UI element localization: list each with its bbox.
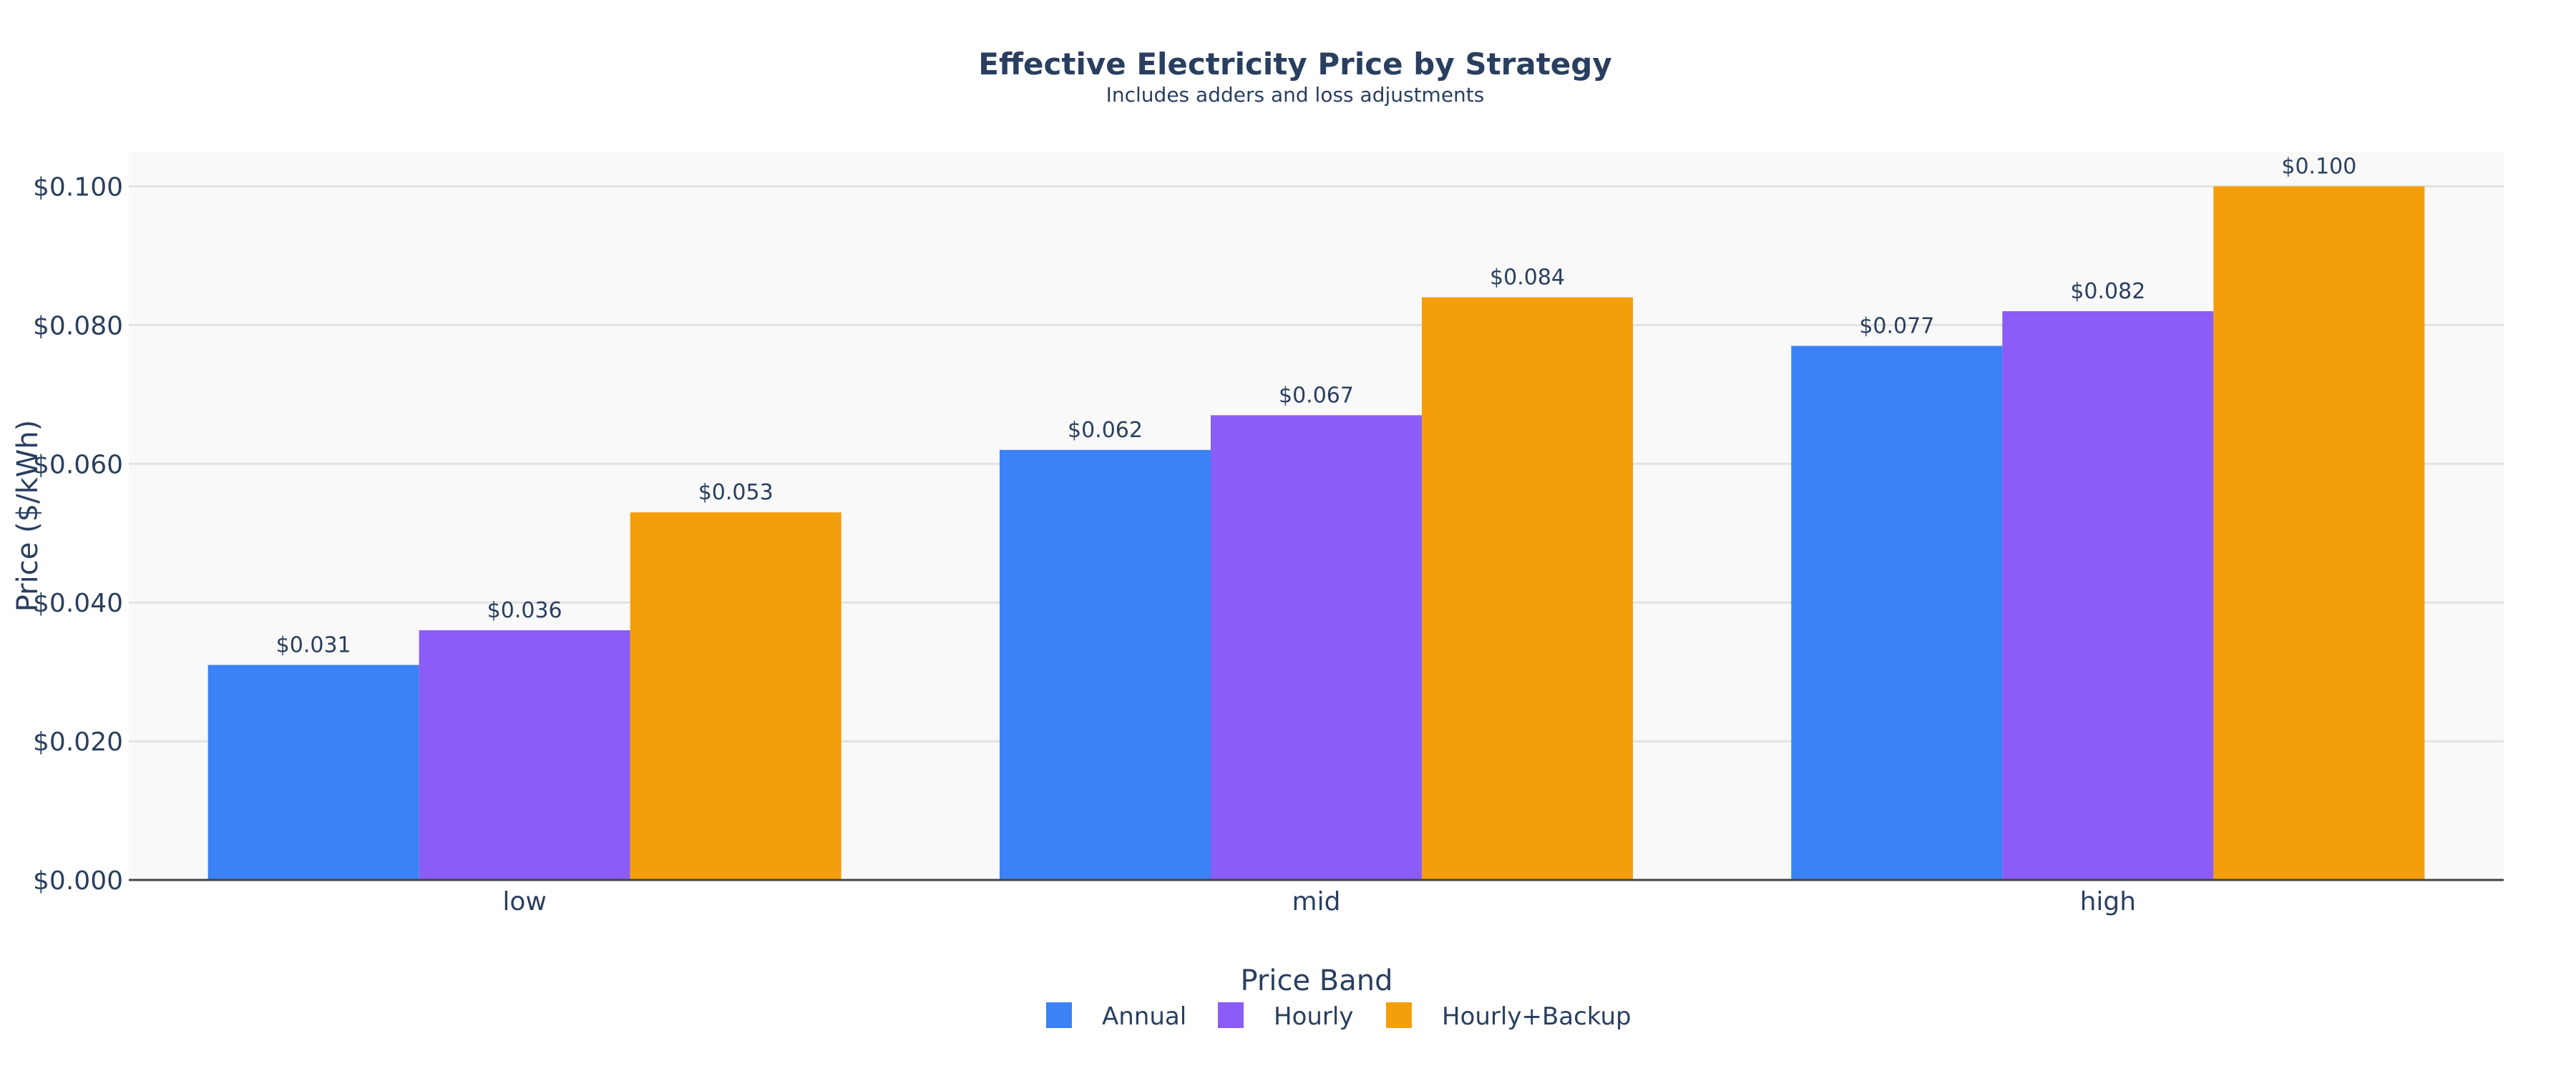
data-label: $0.031 [276, 632, 351, 657]
data-label: $0.100 [2281, 154, 2356, 179]
y-tick-label: $0.080 [33, 311, 123, 341]
data-label: $0.077 [1859, 313, 1934, 338]
legend: Annual Hourly Hourly+Backup [1046, 1002, 1631, 1031]
bar-low-annual [208, 665, 419, 880]
data-label: $0.082 [2070, 279, 2145, 304]
bar-low-hourly-backup [630, 512, 841, 880]
data-label: $0.053 [698, 480, 774, 505]
bar-mid-annual [999, 449, 1211, 880]
legend-swatch [1386, 1002, 1412, 1028]
bar-mid-hourly-backup [1422, 297, 1634, 881]
legend-item-hourly-backup[interactable]: Hourly+Backup [1386, 1002, 1631, 1031]
legend-swatch [1046, 1002, 1072, 1028]
bar-high-hourly [2002, 310, 2214, 880]
legend-swatch [1218, 1002, 1244, 1028]
y-tick-label: $0.060 [33, 450, 123, 479]
legend-label: Annual [1102, 1002, 1186, 1031]
data-label: $0.036 [487, 598, 562, 623]
y-tick-label: $0.100 [33, 172, 123, 202]
chart-title: Effective Electricity Price by Strategy [978, 47, 1611, 82]
bar-low-hourly [419, 630, 630, 880]
legend-label: Hourly+Backup [1442, 1002, 1631, 1031]
legend-item-hourly[interactable]: Hourly [1218, 1002, 1353, 1031]
legend-item-annual[interactable]: Annual [1046, 1002, 1186, 1031]
legend-title: Price Band [1241, 964, 1393, 997]
y-tick-label: $0.040 [33, 589, 123, 618]
bar-mid-hourly [1210, 415, 1423, 880]
y-tick-label: $0.000 [33, 866, 123, 896]
x-tick-label: high [2080, 887, 2137, 916]
chart-subtitle: Includes adders and loss adjustments [1106, 83, 1485, 107]
data-label: $0.067 [1279, 383, 1354, 408]
x-tick-label: low [502, 887, 546, 916]
bar-high-hourly-backup [2213, 186, 2425, 880]
y-tick-label: $0.020 [33, 728, 123, 757]
data-label: $0.062 [1068, 418, 1143, 443]
bar-high-annual [1791, 346, 2003, 880]
x-tick-label: mid [1292, 887, 1341, 916]
legend-label: Hourly [1274, 1002, 1353, 1031]
data-label: $0.084 [1490, 265, 1565, 290]
y-axis-title: Price ($/kWh) [11, 420, 44, 612]
